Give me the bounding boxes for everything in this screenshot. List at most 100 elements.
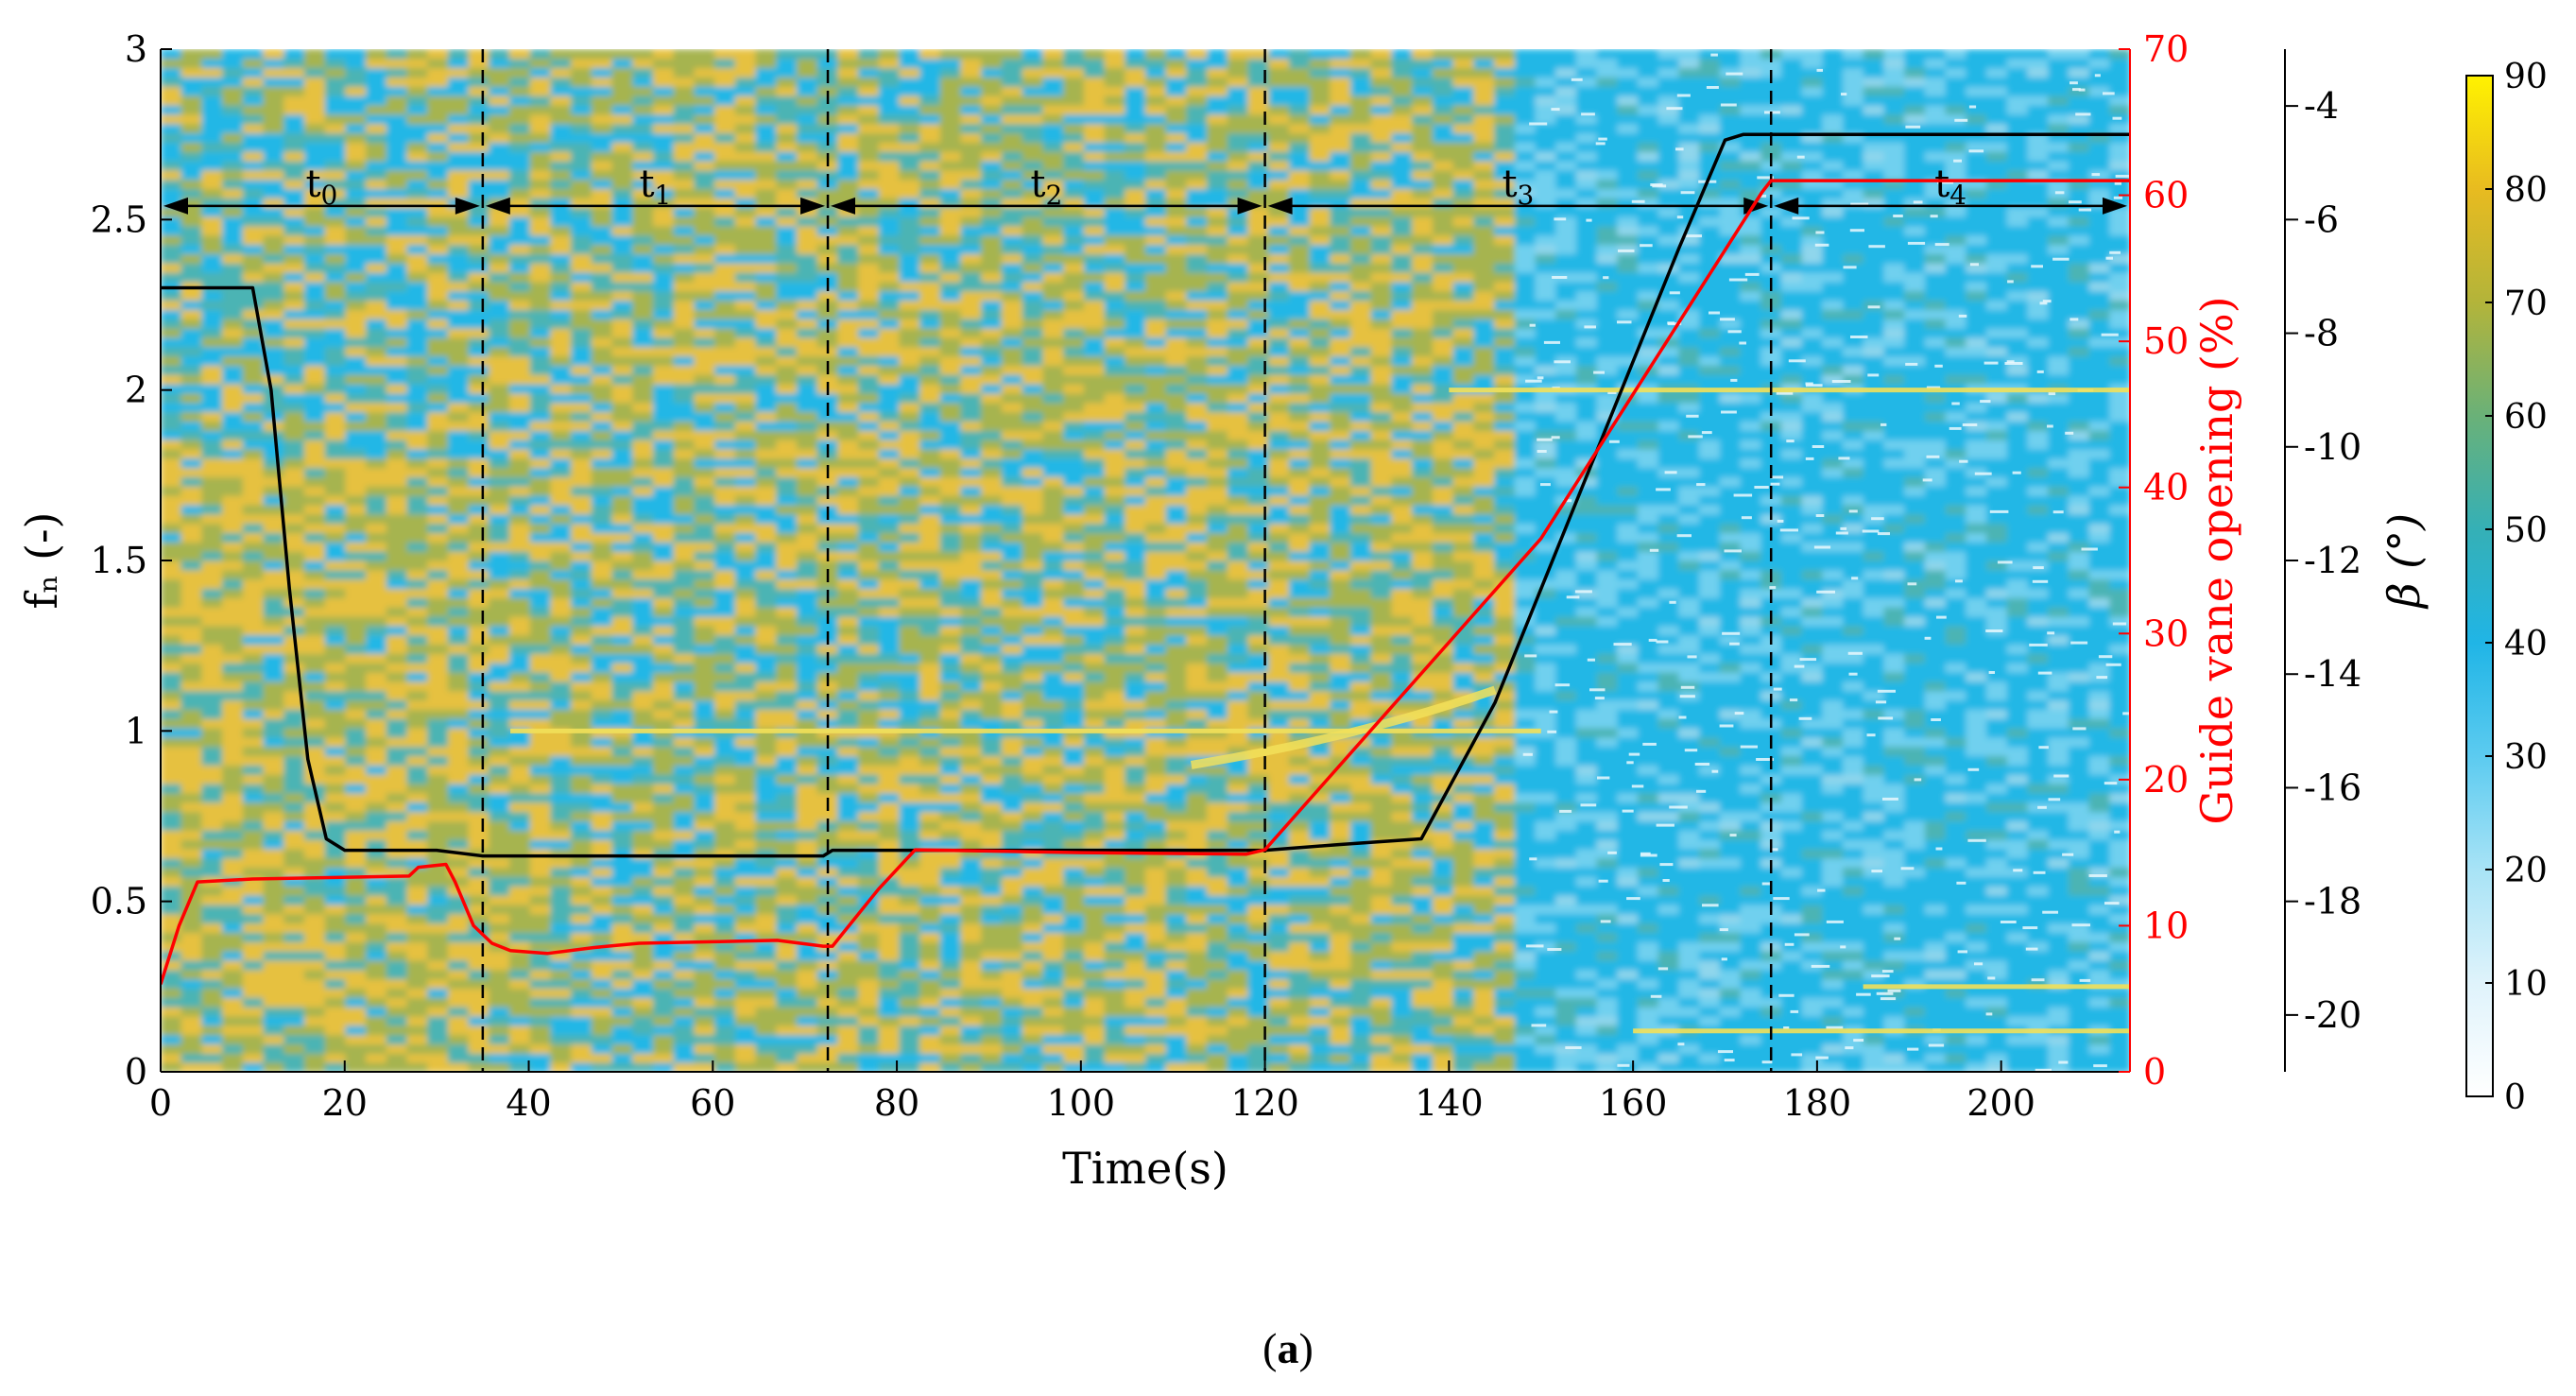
heatmap-cell <box>447 867 470 877</box>
heatmap-cell <box>242 188 265 198</box>
heatmap-cell <box>571 820 592 831</box>
heatmap-cell <box>283 960 305 971</box>
heatmap-cell <box>960 346 982 357</box>
heatmap-cell <box>797 848 818 859</box>
heatmap-cell <box>509 746 531 757</box>
heatmap-cell <box>591 421 613 431</box>
heatmap-cell <box>632 625 654 636</box>
heatmap-cell <box>242 625 265 636</box>
heatmap-cell <box>489 578 510 590</box>
heatmap-cell <box>1002 384 1023 394</box>
heatmap-cell <box>1083 699 1106 710</box>
heatmap-cell <box>489 820 510 831</box>
heatmap-cell <box>529 365 552 375</box>
heatmap-cell <box>1022 644 1044 654</box>
heatmap-cell <box>611 542 633 552</box>
heatmap-cell <box>222 951 244 961</box>
heatmap-cell <box>1063 207 1085 217</box>
heatmap-cell <box>447 1025 470 1036</box>
heatmap-cell <box>489 922 510 933</box>
heatmap-cell <box>734 560 757 571</box>
heatmap-cell <box>242 736 265 748</box>
heatmap-cell <box>509 272 531 283</box>
heatmap-cell <box>837 560 859 571</box>
heatmap-cell <box>180 746 202 757</box>
heatmap-cell <box>509 457 531 469</box>
heatmap-cell <box>776 801 798 813</box>
heatmap-cell <box>1063 86 1085 96</box>
heatmap-cell <box>899 430 920 440</box>
heatmap-cell <box>1022 988 1044 998</box>
heatmap-cell <box>653 421 675 431</box>
heatmap-cell <box>755 67 777 78</box>
heatmap-cell <box>960 457 982 469</box>
heatmap-cell <box>222 932 244 942</box>
heatmap-cell <box>899 681 920 692</box>
heatmap-cell <box>734 690 757 701</box>
heatmap-cell <box>776 736 798 748</box>
heatmap-cell <box>386 365 408 375</box>
heatmap-cell <box>734 978 757 989</box>
heatmap-cell <box>447 77 470 87</box>
heatmap-cell <box>386 392 408 404</box>
heatmap-cell <box>939 207 962 217</box>
heatmap-cell <box>632 690 654 701</box>
heatmap-cell <box>981 876 1003 887</box>
heatmap-cell <box>981 1016 1003 1026</box>
heatmap-cell <box>816 625 838 636</box>
heatmap-cell <box>878 560 901 571</box>
heatmap-cell <box>406 569 428 580</box>
heatmap-cell <box>489 476 510 487</box>
heatmap-cell <box>591 113 613 125</box>
heatmap-cell <box>283 169 305 181</box>
heatmap-cell <box>386 123 408 134</box>
heatmap-cell <box>283 113 305 125</box>
heatmap-cell <box>858 820 880 831</box>
heatmap-cell <box>755 263 777 273</box>
heatmap-cell <box>366 746 387 757</box>
heatmap-cell <box>837 876 859 887</box>
heatmap-cell <box>468 988 489 998</box>
heatmap-cell <box>366 830 387 840</box>
heatmap-cell <box>386 978 408 989</box>
heatmap-cell <box>324 774 346 784</box>
heatmap-cell <box>366 225 387 236</box>
heatmap-cell <box>960 151 982 162</box>
heatmap-cell <box>858 784 880 794</box>
heatmap-cell <box>858 319 880 329</box>
heatmap-cell <box>324 699 346 710</box>
heatmap-cell <box>366 495 387 506</box>
heatmap-cell <box>734 569 757 580</box>
heatmap-cell <box>242 95 265 106</box>
heatmap-cell <box>714 151 736 162</box>
heatmap-cell <box>797 1034 818 1045</box>
heatmap-cell <box>222 801 244 813</box>
heatmap-cell <box>981 969 1003 980</box>
heatmap-cell <box>222 644 244 654</box>
heatmap-cell <box>653 384 675 394</box>
heatmap-cell <box>734 634 757 646</box>
heatmap-cell <box>899 234 920 246</box>
heatmap-cell <box>694 644 715 654</box>
heatmap-cell <box>509 374 531 385</box>
heatmap-cell <box>939 319 962 329</box>
heatmap-cell <box>755 988 777 998</box>
heatmap-cell <box>755 876 777 887</box>
heatmap-cell <box>242 811 265 821</box>
heatmap-cell <box>427 784 449 794</box>
heatmap-cell <box>1002 244 1023 254</box>
heatmap-cell <box>406 328 428 338</box>
heatmap-cell <box>468 1007 489 1017</box>
heatmap-cell <box>222 411 244 422</box>
heatmap-cell <box>776 811 798 821</box>
heatmap-cell <box>960 951 982 961</box>
heatmap-cell <box>283 895 305 905</box>
heatmap-cell <box>242 848 265 859</box>
heatmap-cell <box>201 95 223 106</box>
heatmap-cell <box>591 951 613 961</box>
heatmap-cell <box>571 588 592 598</box>
heatmap-cell <box>776 402 798 413</box>
heatmap-cell <box>180 801 202 813</box>
heatmap-cell <box>939 951 962 961</box>
heatmap-cell <box>858 513 880 525</box>
